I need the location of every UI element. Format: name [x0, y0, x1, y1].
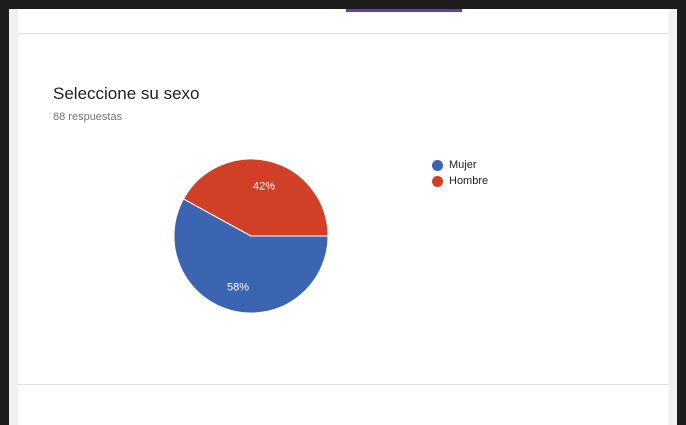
legend-label-hombre: Hombre	[449, 175, 489, 187]
pie-slice-mujer[interactable]	[173, 198, 329, 314]
pie-label-mujer: 58%	[227, 282, 249, 294]
page-gutter-right	[669, 9, 677, 425]
page-gutter-left	[9, 9, 18, 425]
question-title: Seleccione su sexo	[53, 84, 200, 103]
card-divider-top	[18, 33, 669, 34]
legend-label-mujer: Mujer	[449, 159, 477, 171]
legend-swatch-hombre	[432, 175, 443, 187]
legend-swatch-mujer	[432, 159, 443, 171]
window-frame-right	[677, 0, 686, 425]
chart-legend: Mujer Hombre	[432, 157, 488, 189]
window-frame-left	[0, 0, 9, 425]
legend-item-mujer[interactable]: Mujer	[432, 157, 488, 173]
card-divider-bottom	[18, 384, 669, 385]
active-tab-indicator[interactable]	[346, 9, 462, 12]
pie-label-hombre: 42%	[253, 180, 275, 192]
legend-item-hombre[interactable]: Hombre	[432, 173, 488, 189]
response-count: 88 respuestas	[53, 111, 123, 123]
window-frame-top	[0, 0, 686, 9]
pie-slice-hombre[interactable]	[182, 158, 329, 237]
